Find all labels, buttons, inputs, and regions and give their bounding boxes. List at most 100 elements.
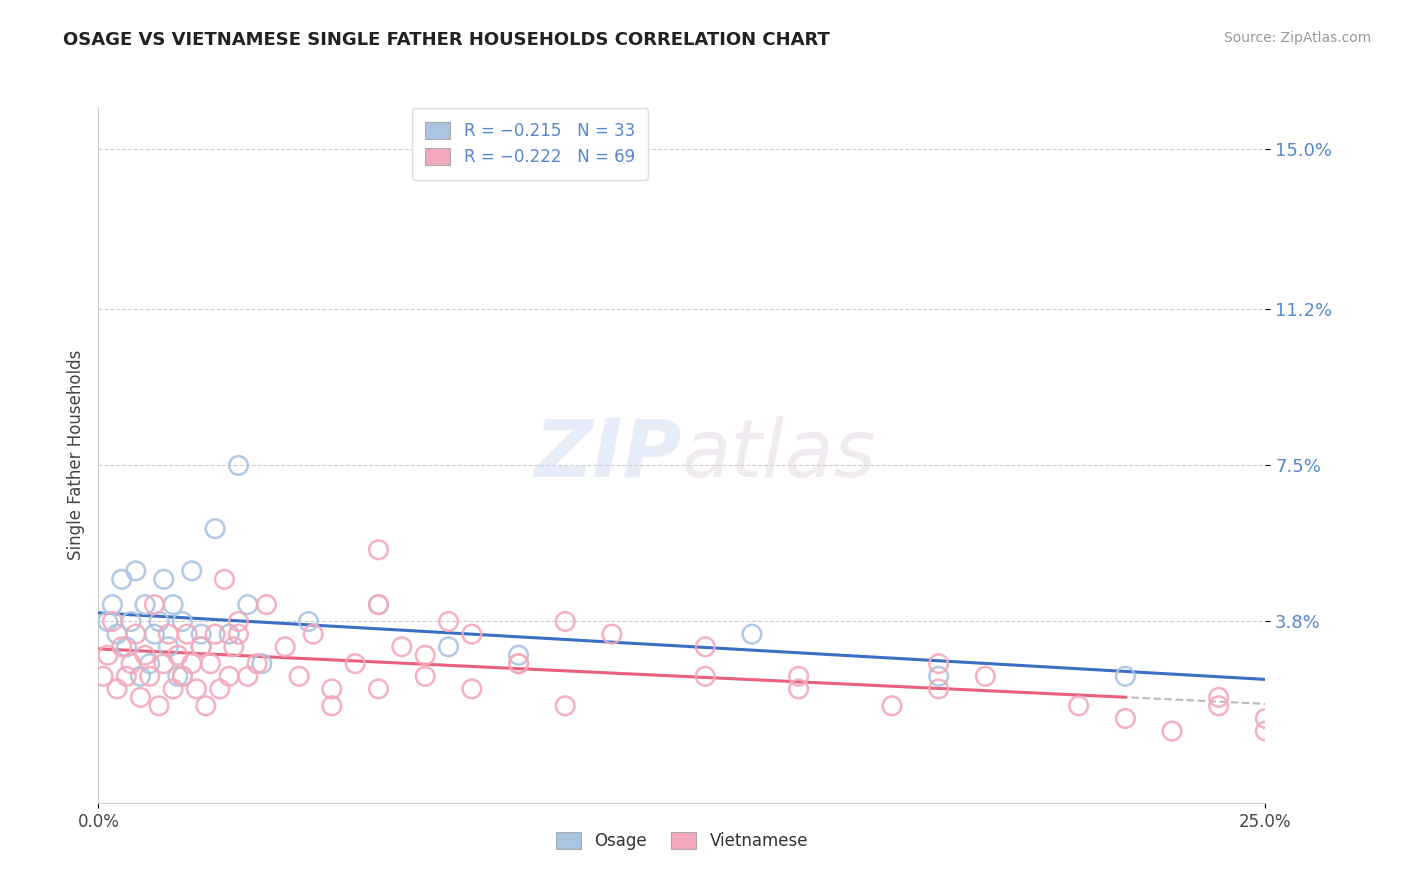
Point: [190, 640, 212, 654]
Point: [214, 572, 236, 586]
Point: [176, 627, 198, 641]
Point: [139, 669, 162, 683]
Point: [204, 522, 226, 536]
Point: [152, 572, 174, 586]
Point: [461, 627, 484, 641]
Point: [367, 598, 389, 612]
Point: [143, 598, 166, 612]
Text: ZIP: ZIP: [534, 416, 682, 494]
Point: [695, 669, 717, 683]
Point: [190, 640, 212, 654]
Point: [157, 627, 180, 641]
Point: [101, 598, 124, 612]
Point: [880, 698, 903, 713]
Point: [367, 681, 389, 696]
Point: [180, 657, 202, 671]
Point: [437, 640, 460, 654]
Point: [228, 458, 250, 473]
Point: [256, 598, 278, 612]
Point: [228, 615, 250, 629]
Point: [1254, 711, 1277, 725]
Point: [222, 640, 245, 654]
Point: [367, 598, 389, 612]
Point: [125, 564, 148, 578]
Point: [437, 615, 460, 629]
Point: [105, 627, 128, 641]
Point: [321, 698, 343, 713]
Point: [1254, 724, 1277, 739]
Point: [162, 681, 184, 696]
Point: [97, 615, 120, 629]
Point: [134, 598, 156, 612]
Point: [180, 564, 202, 578]
Point: [172, 669, 194, 683]
Point: [115, 669, 138, 683]
Point: [321, 681, 343, 696]
Point: [600, 627, 623, 641]
Point: [1114, 711, 1136, 725]
Point: [787, 681, 810, 696]
Point: [97, 648, 120, 663]
Point: [148, 698, 170, 713]
Point: [928, 669, 950, 683]
Point: [1208, 698, 1230, 713]
Point: [787, 669, 810, 683]
Point: [115, 640, 138, 654]
Point: [172, 669, 194, 683]
Point: [143, 627, 166, 641]
Point: [1161, 724, 1184, 739]
Point: [204, 627, 226, 641]
Legend: Osage, Vietnamese: Osage, Vietnamese: [548, 826, 815, 857]
Point: [139, 657, 162, 671]
Point: [461, 681, 484, 696]
Point: [695, 640, 717, 654]
Point: [928, 657, 950, 671]
Point: [508, 657, 530, 671]
Point: [288, 669, 311, 683]
Text: atlas: atlas: [682, 416, 877, 494]
Point: [218, 669, 240, 683]
Point: [200, 657, 222, 671]
Point: [101, 615, 124, 629]
Point: [120, 615, 142, 629]
Point: [152, 657, 174, 671]
Point: [129, 669, 152, 683]
Point: [554, 615, 576, 629]
Point: [508, 657, 530, 671]
Point: [228, 627, 250, 641]
Point: [111, 640, 134, 654]
Point: [111, 572, 134, 586]
Point: [367, 542, 389, 557]
Point: [186, 681, 208, 696]
Point: [218, 627, 240, 641]
Point: [246, 657, 269, 671]
Point: [1067, 698, 1090, 713]
Point: [391, 640, 413, 654]
Point: [166, 669, 188, 683]
Point: [344, 657, 367, 671]
Point: [928, 681, 950, 696]
Point: [250, 657, 273, 671]
Point: [134, 648, 156, 663]
Point: [125, 627, 148, 641]
Point: [236, 669, 259, 683]
Point: [554, 698, 576, 713]
Point: [172, 615, 194, 629]
Text: OSAGE VS VIETNAMESE SINGLE FATHER HOUSEHOLDS CORRELATION CHART: OSAGE VS VIETNAMESE SINGLE FATHER HOUSEH…: [63, 31, 830, 49]
Point: [190, 627, 212, 641]
Y-axis label: Single Father Households: Single Father Households: [66, 350, 84, 560]
Point: [91, 669, 114, 683]
Point: [129, 690, 152, 705]
Point: [302, 627, 325, 641]
Point: [274, 640, 297, 654]
Point: [157, 640, 180, 654]
Point: [1114, 669, 1136, 683]
Point: [148, 615, 170, 629]
Text: Source: ZipAtlas.com: Source: ZipAtlas.com: [1223, 31, 1371, 45]
Point: [974, 669, 997, 683]
Point: [1208, 690, 1230, 705]
Point: [208, 681, 231, 696]
Point: [166, 648, 188, 663]
Point: [194, 698, 217, 713]
Point: [105, 681, 128, 696]
